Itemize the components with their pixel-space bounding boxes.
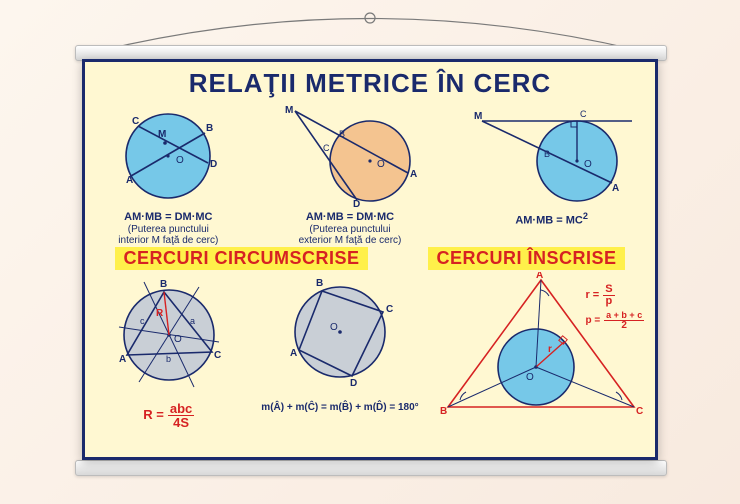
poster-title: RELAŢII METRICE ÎN CERC xyxy=(85,68,655,99)
fig-cyclic-quad-svg: A B C D O xyxy=(270,272,410,402)
svg-text:O: O xyxy=(174,334,182,345)
fig-tangent-secant-svg: O M B A C xyxy=(462,101,642,211)
row-bottom: A B C O R a b c R = abc 4S xyxy=(85,272,655,429)
svg-text:M: M xyxy=(474,111,482,122)
svg-text:B: B xyxy=(206,123,213,134)
svg-text:C: C xyxy=(580,109,587,119)
svg-text:O: O xyxy=(330,322,338,333)
section-header-circumscribed: CERCURI CIRCUMSCRISE xyxy=(115,247,367,270)
svg-text:C: C xyxy=(386,304,393,315)
section-header-inscribed: CERCURI ÎNSCRISE xyxy=(428,247,624,270)
fig-circum-triangle-svg: A B C O R a b c xyxy=(94,272,244,402)
svg-text:M: M xyxy=(158,129,166,140)
fig-exterior-power: O M B A C D AM·MB = DM·MC (Puterea punct… xyxy=(265,101,435,247)
note-exterior: (Puterea punctuluiexterior M faţă de cer… xyxy=(299,224,402,247)
svg-text:O: O xyxy=(584,159,592,170)
svg-text:B: B xyxy=(160,279,167,290)
svg-text:A: A xyxy=(290,348,297,359)
svg-text:D: D xyxy=(353,199,360,210)
svg-text:B: B xyxy=(544,149,550,159)
svg-text:C: C xyxy=(636,406,643,417)
formula-cyclic-quad: m(Â) + m(Ĉ) = m(B̂) + m(D̂) = 180° xyxy=(261,402,418,414)
svg-text:A: A xyxy=(536,272,543,281)
poster-bottom-bar xyxy=(75,460,667,476)
fig-interior-power: O A B C D M AM·MB = DM·MC (Puterea punct… xyxy=(98,101,238,247)
svg-text:B: B xyxy=(316,278,323,289)
formula-tangent: AM·MB = MC2 xyxy=(515,211,588,227)
svg-text:b: b xyxy=(166,354,171,364)
fig-exterior-power-svg: O M B A C D xyxy=(265,101,435,211)
svg-text:A: A xyxy=(612,183,619,194)
formula-p-semiperim: p = a + b + c 2 xyxy=(585,311,644,331)
svg-text:D: D xyxy=(210,159,217,170)
svg-text:A: A xyxy=(119,354,126,365)
formula-interior: AM·MB = DM·MC xyxy=(124,211,212,224)
fig-tangent-secant: O M B A C AM·MB = MC2 xyxy=(462,101,642,227)
svg-text:C: C xyxy=(132,116,139,127)
fig-interior-power-svg: O A B C D M xyxy=(98,101,238,211)
svg-text:O: O xyxy=(377,159,385,170)
svg-text:r: r xyxy=(548,344,552,355)
svg-text:C: C xyxy=(323,143,330,153)
svg-text:D: D xyxy=(350,378,357,389)
svg-text:B: B xyxy=(339,129,345,139)
section-header-row: CERCURI CIRCUMSCRISE CERCURI ÎNSCRISE xyxy=(85,247,655,270)
fig-cyclic-quad: A B C D O m(Â) + m(Ĉ) = m(B̂) + m(D̂) = … xyxy=(261,272,418,414)
poster: RELAŢII METRICE ÎN CERC O A B C D M AM·M… xyxy=(82,59,658,460)
svg-text:R: R xyxy=(156,308,164,319)
svg-text:c: c xyxy=(140,316,145,326)
svg-text:C: C xyxy=(214,350,221,361)
formula-R-abc4S: R = abc 4S xyxy=(143,402,194,429)
note-interior: (Puterea punctuluiinterior M faţă de cer… xyxy=(118,224,218,247)
fig-inscribed: A B C O r r = S p p = a + b + c xyxy=(436,272,646,422)
svg-text:O: O xyxy=(176,155,184,166)
svg-text:A: A xyxy=(410,169,417,180)
svg-text:A: A xyxy=(126,175,133,186)
formula-exterior: AM·MB = DM·MC xyxy=(306,211,394,224)
formula-r-Sp: r = S p xyxy=(585,284,644,307)
svg-text:B: B xyxy=(440,406,447,417)
svg-text:M: M xyxy=(285,105,293,116)
row-power-of-point: O A B C D M AM·MB = DM·MC (Puterea punct… xyxy=(85,101,655,247)
svg-text:a: a xyxy=(190,316,195,326)
svg-text:O: O xyxy=(526,372,534,383)
fig-circum-triangle: A B C O R a b c R = abc 4S xyxy=(94,272,244,429)
